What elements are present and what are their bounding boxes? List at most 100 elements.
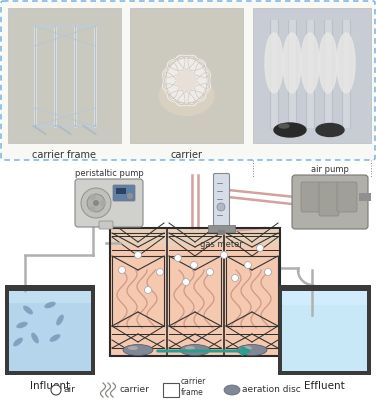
FancyBboxPatch shape (214, 174, 229, 228)
Bar (282, 291, 367, 371)
Bar (9, 291, 91, 303)
Ellipse shape (163, 56, 186, 89)
Text: air pump: air pump (311, 165, 349, 174)
Ellipse shape (176, 70, 197, 90)
Bar (208, 225, 235, 232)
Circle shape (144, 286, 152, 294)
Bar (8, 8, 121, 143)
Ellipse shape (237, 344, 267, 356)
Ellipse shape (316, 124, 344, 136)
FancyBboxPatch shape (292, 175, 368, 229)
Text: aeration disc: aeration disc (242, 386, 301, 394)
Circle shape (118, 266, 126, 274)
Ellipse shape (187, 72, 210, 105)
Bar (278, 285, 371, 291)
Ellipse shape (163, 83, 196, 106)
Bar (163, 383, 179, 397)
Ellipse shape (177, 55, 210, 78)
Ellipse shape (274, 123, 306, 137)
Bar (110, 228, 280, 246)
Bar (288, 20, 296, 128)
FancyBboxPatch shape (319, 182, 339, 216)
Bar (342, 20, 350, 128)
Bar (306, 20, 314, 128)
FancyBboxPatch shape (75, 179, 143, 227)
Text: carrier
frame: carrier frame (181, 377, 206, 397)
Text: gas meter: gas meter (200, 240, 243, 249)
Ellipse shape (167, 58, 206, 72)
Bar (130, 8, 243, 143)
Ellipse shape (13, 338, 23, 346)
Bar (253, 8, 371, 143)
Bar (270, 20, 278, 128)
FancyBboxPatch shape (113, 185, 135, 201)
Circle shape (51, 385, 61, 395)
Ellipse shape (337, 33, 355, 93)
Circle shape (191, 262, 197, 268)
Ellipse shape (167, 90, 206, 104)
Bar (91, 285, 95, 375)
Ellipse shape (128, 346, 138, 350)
Circle shape (174, 254, 182, 262)
Text: carrier frame: carrier frame (32, 150, 97, 160)
Circle shape (220, 252, 227, 258)
Circle shape (87, 194, 105, 212)
Bar (367, 285, 371, 375)
Ellipse shape (56, 315, 64, 325)
Circle shape (135, 252, 141, 258)
Bar (5, 285, 95, 291)
Circle shape (89, 194, 96, 200)
Ellipse shape (301, 33, 319, 93)
Ellipse shape (185, 346, 195, 350)
Bar (110, 228, 280, 356)
Ellipse shape (31, 333, 39, 343)
Ellipse shape (44, 302, 56, 308)
Ellipse shape (187, 56, 210, 89)
Ellipse shape (123, 344, 153, 356)
Circle shape (100, 200, 106, 206)
Ellipse shape (163, 72, 186, 105)
Bar (278, 285, 282, 375)
Ellipse shape (50, 334, 61, 342)
Bar (278, 371, 371, 375)
Bar (116, 188, 126, 194)
Circle shape (93, 200, 99, 206)
Ellipse shape (16, 322, 28, 328)
Ellipse shape (319, 33, 337, 93)
FancyBboxPatch shape (99, 221, 113, 229)
Bar (9, 291, 91, 371)
Bar (324, 20, 332, 128)
Bar (5, 371, 95, 375)
Text: Influent: Influent (30, 381, 70, 391)
Bar (5, 285, 9, 375)
Ellipse shape (159, 76, 214, 116)
Ellipse shape (265, 33, 283, 93)
Bar (110, 228, 280, 356)
Text: carrier: carrier (119, 386, 149, 394)
Bar (359, 193, 371, 201)
Circle shape (232, 274, 238, 282)
Text: carrier: carrier (170, 150, 203, 160)
Ellipse shape (224, 385, 240, 395)
Bar (282, 291, 367, 305)
Circle shape (89, 206, 96, 212)
Circle shape (156, 268, 164, 276)
Text: air: air (64, 386, 76, 394)
Ellipse shape (180, 344, 210, 356)
Circle shape (264, 268, 271, 276)
Circle shape (256, 244, 264, 252)
Ellipse shape (279, 124, 289, 128)
Ellipse shape (165, 62, 179, 100)
Circle shape (182, 278, 190, 286)
Ellipse shape (23, 306, 33, 314)
Circle shape (206, 268, 214, 276)
Text: peristaltic pump: peristaltic pump (74, 169, 143, 178)
Circle shape (244, 262, 252, 268)
Bar (218, 230, 225, 235)
Circle shape (81, 188, 111, 218)
FancyBboxPatch shape (1, 1, 375, 160)
FancyBboxPatch shape (301, 182, 321, 212)
Ellipse shape (283, 33, 301, 93)
Text: Effluent: Effluent (304, 381, 345, 391)
FancyBboxPatch shape (337, 182, 357, 212)
